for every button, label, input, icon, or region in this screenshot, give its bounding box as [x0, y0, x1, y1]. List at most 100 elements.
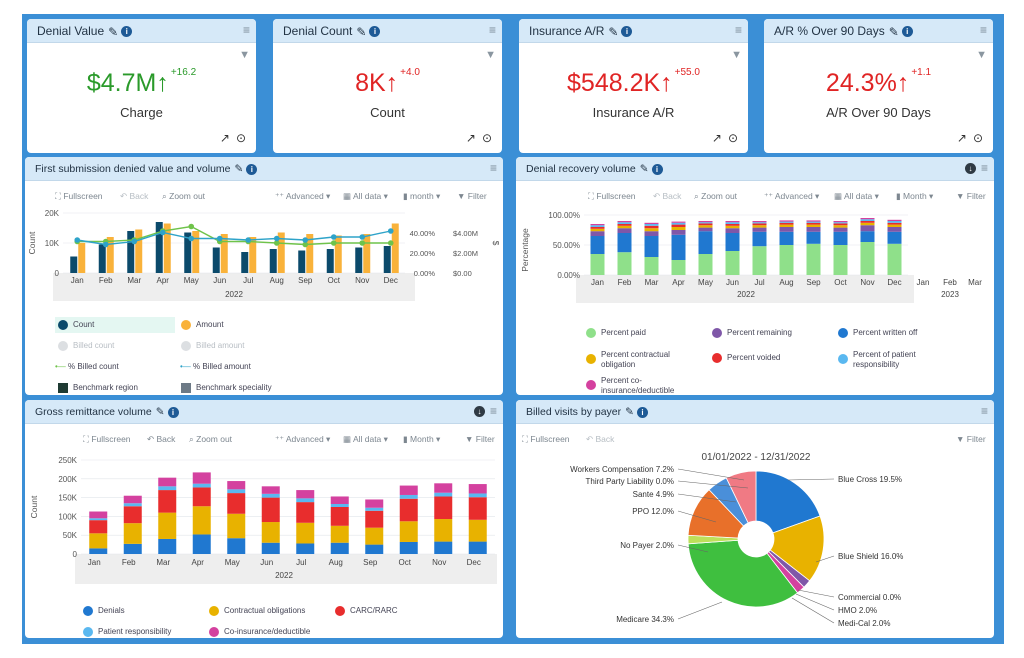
all-data-button[interactable]: ▦ All data ▾ [343, 434, 388, 444]
pct-billed-count-point [359, 240, 366, 246]
menu-icon[interactable]: ≡ [242, 23, 250, 37]
trend-icon[interactable]: ↗ [219, 131, 230, 145]
trend-icon[interactable]: ↗ [465, 131, 476, 145]
kpi-card-insurance-ar[interactable]: Insurance A/R ✎ i ≡ ▼ $548.2K↑ +55.0 Insuran… [519, 19, 748, 153]
legend-percent-voided[interactable]: Percent voided [712, 353, 780, 363]
target-icon[interactable]: ⊙ [727, 131, 738, 145]
pencil-icon[interactable]: ✎ [639, 163, 649, 176]
kpi-value: 8K [355, 69, 386, 97]
bar-segment [725, 233, 740, 251]
info-icon[interactable]: i [621, 26, 633, 38]
month-button[interactable]: ▮ Month ▾ [896, 191, 934, 201]
legend-benchmark-speciality[interactable]: Benchmark speciality [181, 383, 272, 393]
legend-billed-count[interactable]: Billed count [58, 341, 114, 351]
all-data-button[interactable]: ▦ All data ▾ [343, 191, 388, 201]
chart-denial-recovery: 100.00% 50.00% 0.00% Percentage Jan Feb Mar Apr… [520, 211, 982, 303]
menu-icon[interactable]: ≡ [489, 161, 497, 175]
bar-segment [725, 222, 740, 224]
legend-benchmark-region[interactable]: Benchmark region [58, 383, 138, 393]
x-tick-label: Dec [384, 276, 398, 285]
legend-carc[interactable]: CARC/RARC [335, 606, 398, 616]
legend-count[interactable]: Count [55, 317, 175, 333]
filter-button[interactable]: ▼ Filter [956, 191, 986, 201]
info-icon[interactable]: i [636, 406, 648, 418]
pencil-icon[interactable]: ✎ [608, 24, 619, 39]
bar-segment [296, 543, 315, 554]
zoom-out-button[interactable]: ⌕ Zoom out [162, 191, 206, 201]
target-icon[interactable]: ⊙ [972, 131, 983, 145]
kpi-card-denial-value[interactable]: Denial Value ✎ i ≡ ▼ $4.7M↑ +16.2 Charge ↗ ⊙ [27, 19, 256, 153]
fullscreen-button[interactable]: ⛶ Fullscreen [55, 191, 103, 201]
pencil-icon[interactable]: ✎ [108, 24, 119, 39]
menu-icon[interactable]: ≡ [980, 161, 988, 175]
info-icon[interactable]: i [369, 26, 381, 38]
fullscreen-button[interactable]: ⛶ Fullscreen [588, 191, 636, 201]
legend-percent-coins[interactable]: Percent co-insurance/deductible [586, 376, 696, 395]
kpi-card-denial-count[interactable]: Denial Count ✎ i ≡ ▼ 8K↑ +4.0 Count ↗ ⊙ [273, 19, 502, 153]
info-icon[interactable]: i [121, 26, 133, 38]
target-icon[interactable]: ⊙ [235, 131, 246, 145]
legend-percent-patient[interactable]: Percent of patient responsibility [838, 350, 948, 370]
menu-icon[interactable]: ≡ [980, 404, 988, 418]
legend-patient[interactable]: Patient responsibility [83, 627, 171, 637]
advanced-button[interactable]: ⁺⁺ Advanced ▾ [275, 191, 331, 201]
filter-icon[interactable]: ▼ [239, 49, 250, 61]
pie-label: Medi-Cal 2.0% [838, 619, 890, 628]
legend-contractual[interactable]: Contractual obligations [209, 606, 305, 616]
menu-icon[interactable]: ≡ [489, 404, 497, 418]
all-data-button[interactable]: ▦ All data ▾ [834, 191, 879, 201]
pencil-icon[interactable]: ✎ [234, 163, 244, 176]
legend-pct-billed-count[interactable]: •— % Billed count [55, 362, 119, 371]
fullscreen-button[interactable]: ⛶ Fullscreen [83, 434, 131, 444]
filter-icon[interactable]: ▼ [485, 49, 496, 61]
trend-icon[interactable]: ↗ [711, 131, 722, 145]
pencil-icon[interactable]: ✎ [625, 406, 634, 419]
month-button[interactable]: ▮ month ▾ [403, 191, 441, 201]
download-icon[interactable]: ↓ [474, 406, 485, 417]
legend-billed-amount[interactable]: Billed amount [181, 341, 244, 351]
pencil-icon[interactable]: ✎ [888, 24, 899, 39]
chart-billed-visits: 01/01/2022 - 12/31/2022 Workers Compensat… [570, 452, 903, 628]
up-arrow-icon: ↑ [660, 69, 673, 97]
filter-button[interactable]: ▼ Filter [465, 434, 495, 444]
filter-button[interactable]: ▼ Filter [956, 434, 986, 444]
menu-icon[interactable]: ≡ [734, 23, 742, 37]
info-icon[interactable]: i [167, 406, 179, 418]
legend-denials[interactable]: Denials [83, 606, 125, 616]
filter-button[interactable]: ▼ Filter [457, 191, 487, 201]
info-icon[interactable]: i [901, 26, 913, 38]
advanced-button[interactable]: ⁺⁺ Advanced ▾ [764, 191, 820, 201]
bar-segment [779, 222, 794, 225]
month-button[interactable]: ▮ Month ▾ [403, 434, 441, 444]
legend-amount[interactable]: Amount [181, 320, 224, 330]
legend-percent-remaining[interactable]: Percent remaining [712, 328, 792, 338]
back-button[interactable]: ↶ Back [586, 434, 615, 444]
kpi-card-ar-over-90[interactable]: A/R % Over 90 Days ✎ i ≡ ▼ 24.3%↑ +1.1 A/R O… [764, 19, 993, 153]
legend-pct-billed-amount[interactable]: •— % Billed amount [180, 362, 251, 371]
advanced-button[interactable]: ⁺⁺ Advanced ▾ [275, 434, 331, 444]
back-button[interactable]: ↶ Back [120, 191, 149, 201]
zoom-out-button[interactable]: ⌕ Zoom out [694, 191, 738, 201]
zoom-out-button[interactable]: ⌕ Zoom out [189, 434, 233, 444]
legend-percent-paid[interactable]: Percent paid [586, 328, 646, 338]
bar-segment [227, 489, 246, 494]
menu-icon[interactable]: ≡ [979, 23, 987, 37]
target-icon[interactable]: ⊙ [481, 131, 492, 145]
legend-coins[interactable]: Co-insurance/deductible [209, 627, 310, 637]
download-icon[interactable]: ↓ [965, 163, 976, 174]
menu-icon[interactable]: ≡ [488, 23, 496, 37]
trend-icon[interactable]: ↗ [956, 131, 967, 145]
fullscreen-button[interactable]: ⛶ Fullscreen [522, 434, 570, 444]
back-button[interactable]: ↶ Back [147, 434, 176, 444]
kpi-header: A/R % Over 90 Days ✎ i ≡ [764, 19, 993, 43]
pie-label: Sante 4.9% [633, 490, 674, 499]
info-icon[interactable]: i [246, 163, 258, 175]
filter-icon[interactable]: ▼ [731, 49, 742, 61]
info-icon[interactable]: i [651, 163, 663, 175]
filter-icon[interactable]: ▼ [976, 49, 987, 61]
legend-percent-written-off[interactable]: Percent written off [838, 328, 917, 338]
back-button[interactable]: ↶ Back [653, 191, 682, 201]
pencil-icon[interactable]: ✎ [356, 24, 367, 39]
legend-percent-contractual[interactable]: Percent contractual obligation [586, 350, 696, 370]
pencil-icon[interactable]: ✎ [155, 406, 165, 419]
